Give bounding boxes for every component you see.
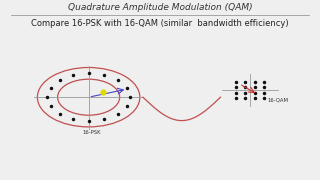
Text: 16-QAM: 16-QAM: [267, 98, 288, 103]
Text: Quadrature Amplitude Modulation (QAM): Quadrature Amplitude Modulation (QAM): [68, 3, 252, 12]
Text: Compare 16-PSK with 16-QAM (similar  bandwidth efficiency): Compare 16-PSK with 16-QAM (similar band…: [31, 19, 289, 28]
Text: 16-PSK: 16-PSK: [83, 130, 101, 135]
